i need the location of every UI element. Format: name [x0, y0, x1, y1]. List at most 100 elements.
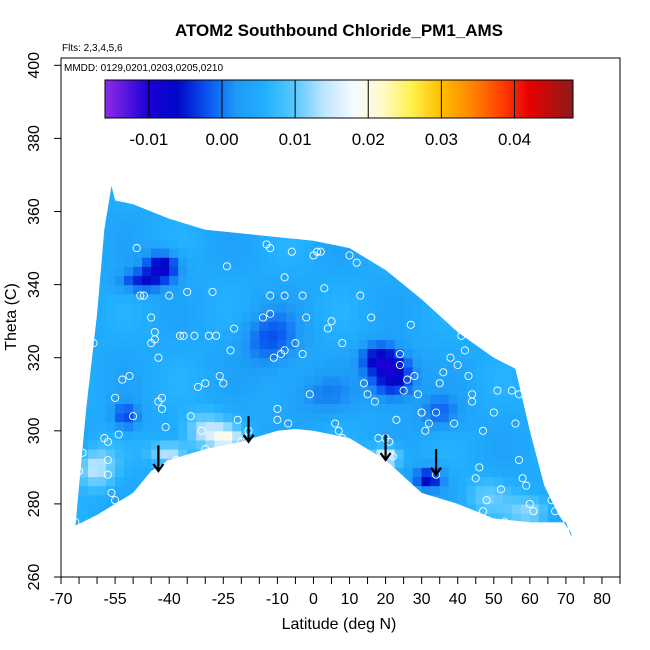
heatmap-cell [286, 202, 296, 213]
sample-point [258, 313, 268, 322]
heatmap-cell [448, 211, 459, 222]
heatmap-cell [475, 293, 486, 304]
heatmap-cell [268, 348, 278, 359]
heatmap-cell [484, 348, 495, 359]
heatmap-cell [133, 376, 143, 386]
heatmap-cell [169, 275, 179, 286]
heatmap-cell [358, 312, 369, 322]
heatmap-cell [304, 494, 314, 505]
heatmap-cell [538, 503, 549, 514]
heatmap-cell [97, 330, 107, 340]
heatmap-cell [575, 358, 585, 368]
heatmap-cell [547, 330, 558, 340]
heatmap-cell [259, 531, 269, 537]
heatmap-cell [322, 485, 333, 496]
heatmap-cell [394, 211, 405, 222]
heatmap-cell [376, 376, 387, 386]
heatmap-cell [286, 238, 296, 249]
heatmap-cell [385, 366, 396, 377]
heatmap-cell [457, 522, 468, 532]
heatmap-cell [394, 229, 405, 240]
heatmap-cell [223, 193, 233, 203]
heatmap-cell [331, 185, 342, 194]
sample-point [533, 415, 542, 424]
heatmap-cell [178, 449, 188, 459]
x-tick-label: 20 [377, 591, 395, 608]
heatmap-cell [430, 302, 441, 313]
heatmap-cell [160, 202, 170, 213]
heatmap-cell [575, 467, 585, 477]
heatmap-cell [404, 175, 414, 185]
heatmap-cell [214, 202, 224, 213]
heatmap-cell [349, 339, 360, 350]
heatmap-cell [124, 302, 134, 313]
heatmap-cell [502, 339, 513, 350]
sample-point [219, 379, 228, 388]
heatmap-cell [205, 494, 215, 505]
heatmap-cell [421, 449, 432, 459]
heatmap-cell [421, 238, 432, 249]
heatmap-cell [475, 394, 486, 404]
heatmap-cell [106, 513, 116, 523]
heatmap-cell [385, 430, 396, 441]
heatmap-cell [259, 485, 269, 496]
heatmap-cell [493, 248, 504, 258]
heatmap-cell [511, 503, 522, 514]
heatmap-cell [97, 376, 107, 386]
heatmap-cell [178, 339, 188, 350]
sample-point [269, 353, 278, 362]
heatmap-cell [340, 412, 351, 423]
heatmap-cell [493, 513, 504, 523]
x-tick-label: -25 [212, 591, 235, 608]
heatmap-cell [376, 394, 387, 404]
heatmap-cell [520, 357, 531, 368]
heatmap-cell [385, 193, 396, 203]
heatmap-cell [331, 439, 342, 450]
heatmap-cell [565, 449, 572, 459]
heatmap-cell [457, 357, 468, 368]
heatmap-cell [493, 476, 504, 487]
heatmap-cell [494, 175, 504, 185]
heatmap-cell [106, 312, 116, 322]
heatmap-cell [151, 476, 161, 487]
heatmap-cell [196, 166, 206, 176]
heatmap-cell [304, 330, 314, 340]
heatmap-cell [115, 321, 125, 331]
heatmap-cell [575, 276, 585, 286]
heatmap-cell [124, 257, 134, 267]
sample-point [302, 313, 311, 322]
sample-point [522, 481, 531, 490]
heatmap-cell [97, 467, 107, 478]
heatmap-cell [520, 522, 531, 532]
heatmap-cell [322, 211, 333, 222]
heatmap-cell [142, 348, 152, 359]
heatmap-cell [421, 394, 432, 404]
heatmap-cell [178, 330, 188, 340]
heatmap-cell [358, 266, 369, 276]
heatmap-cell [277, 284, 287, 295]
heatmap-cell [169, 330, 179, 340]
heatmap-cell [241, 266, 251, 276]
heatmap-cell [250, 412, 260, 423]
heatmap-cell [448, 220, 459, 231]
heatmap-cell [556, 485, 567, 496]
heatmap-cell [88, 467, 98, 478]
heatmap-cell [97, 412, 107, 423]
heatmap-cell [475, 302, 486, 313]
heatmap-cell [295, 248, 305, 258]
heatmap-cell [575, 166, 585, 176]
heatmap-cell [556, 366, 567, 377]
heatmap-cell [403, 366, 414, 377]
heatmap-cell [277, 531, 287, 537]
heatmap-cell [286, 175, 296, 185]
heatmap-cell [178, 485, 188, 496]
heatmap-cell [457, 430, 468, 441]
sample-point [157, 404, 167, 413]
heatmap-cell [151, 421, 161, 432]
heatmap-cell [295, 185, 305, 194]
heatmap-cell [331, 449, 342, 459]
heatmap-cell [187, 449, 197, 459]
heatmap-cell [331, 494, 342, 505]
heatmap-cell [475, 348, 486, 359]
x-tick-label: -70 [49, 591, 72, 608]
